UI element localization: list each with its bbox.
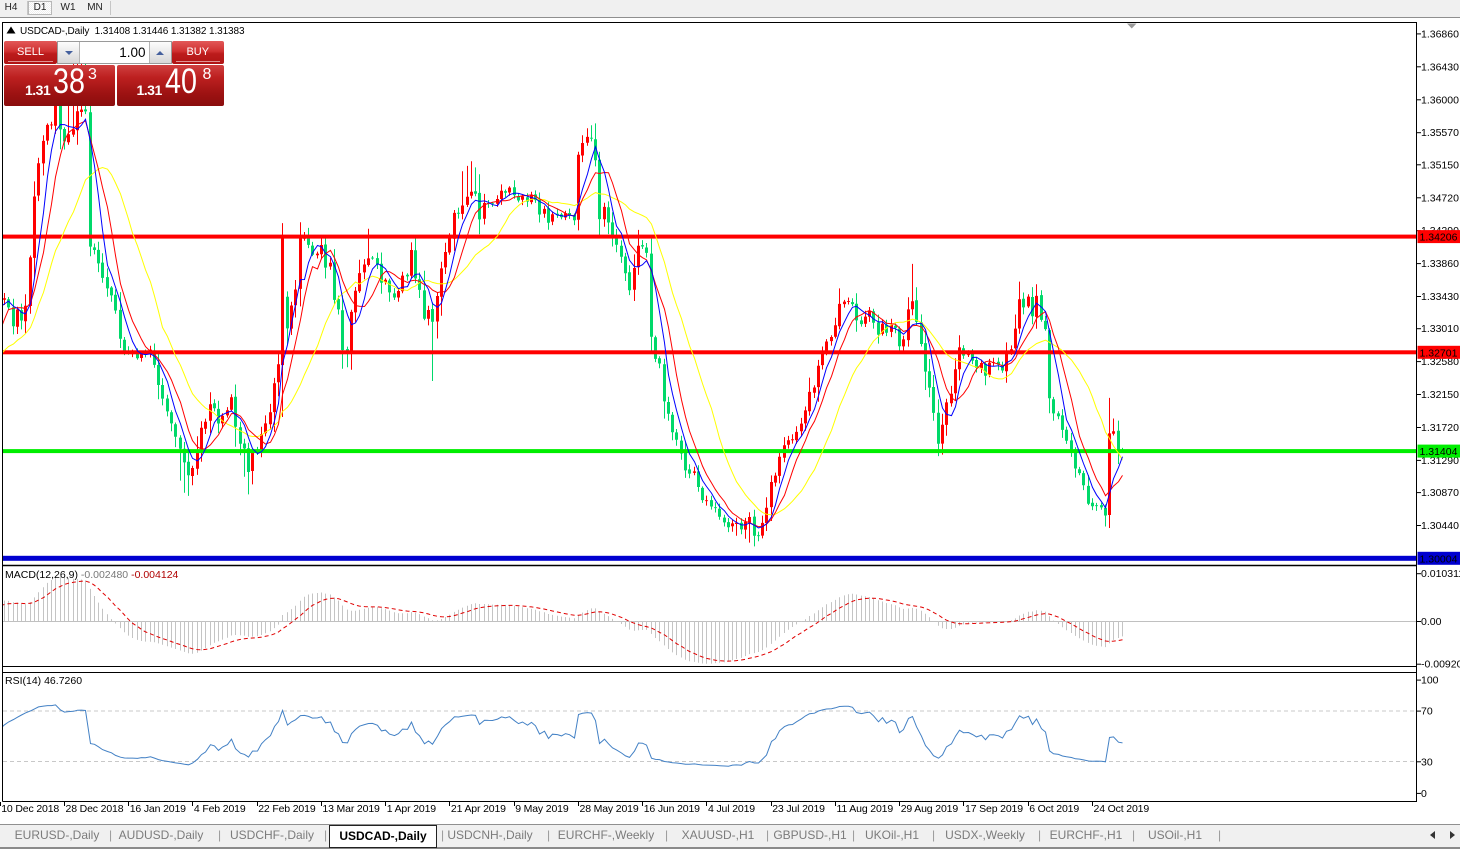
svg-text:1.31290: 1.31290 (1421, 455, 1459, 467)
svg-text:1.30870: 1.30870 (1421, 487, 1459, 499)
svg-text:1.32150: 1.32150 (1421, 389, 1459, 401)
svg-text:6 Oct 2019: 6 Oct 2019 (1029, 803, 1079, 815)
svg-text:30: 30 (1421, 756, 1433, 768)
svg-text:1.33430: 1.33430 (1421, 291, 1459, 303)
svg-text:1.31404: 1.31404 (1420, 446, 1458, 458)
svg-text:1.31720: 1.31720 (1421, 422, 1459, 434)
svg-text:16 Jan 2019: 16 Jan 2019 (130, 803, 186, 815)
svg-text:1.36000: 1.36000 (1421, 94, 1459, 106)
svg-text:1.35570: 1.35570 (1421, 127, 1459, 139)
svg-text:28 May 2019: 28 May 2019 (580, 803, 639, 815)
svg-text:USDCAD-,Daily 1.31408 1.31446: USDCAD-,Daily 1.31408 1.31446 1.31382 1.… (20, 26, 245, 37)
svg-text:1.34206: 1.34206 (1420, 232, 1458, 244)
svg-text:1.30440: 1.30440 (1421, 520, 1459, 532)
svg-text:1.33860: 1.33860 (1421, 258, 1459, 270)
svg-text:28 Dec 2018: 28 Dec 2018 (66, 803, 124, 815)
svg-text:0.010311: 0.010311 (1421, 568, 1460, 580)
svg-text:100: 100 (1421, 675, 1439, 687)
svg-text:1.32580: 1.32580 (1421, 356, 1459, 368)
svg-text:29 Aug 2019: 29 Aug 2019 (901, 803, 959, 815)
svg-text:9 May 2019: 9 May 2019 (515, 803, 569, 815)
svg-text:RSI(14) 46.7260: RSI(14) 46.7260 (5, 675, 82, 687)
svg-text:24 Oct 2019: 24 Oct 2019 (1094, 803, 1150, 815)
svg-text:MACD(12,26,9) -0.002480 -0.004: MACD(12,26,9) -0.002480 -0.004124 (5, 569, 179, 581)
svg-text:1 Apr 2019: 1 Apr 2019 (387, 803, 437, 815)
svg-text:1.33010: 1.33010 (1421, 323, 1459, 335)
svg-text:1.36860: 1.36860 (1421, 28, 1459, 40)
svg-text:23 Jul 2019: 23 Jul 2019 (772, 803, 825, 815)
svg-text:22 Feb 2019: 22 Feb 2019 (258, 803, 316, 815)
svg-text:70: 70 (1421, 706, 1433, 718)
svg-text:0.00: 0.00 (1421, 616, 1442, 628)
svg-text:16 Jun 2019: 16 Jun 2019 (644, 803, 700, 815)
svg-text:17 Sep 2019: 17 Sep 2019 (965, 803, 1023, 815)
svg-text:1.30004: 1.30004 (1420, 553, 1458, 565)
svg-text:1.32701: 1.32701 (1420, 347, 1458, 359)
svg-text:0: 0 (1421, 788, 1427, 800)
svg-text:4 Feb 2019: 4 Feb 2019 (194, 803, 246, 815)
svg-text:1.34720: 1.34720 (1421, 192, 1459, 204)
svg-text:1.35150: 1.35150 (1421, 159, 1459, 171)
svg-text:21 Apr 2019: 21 Apr 2019 (451, 803, 506, 815)
svg-text:4 Jul 2019: 4 Jul 2019 (708, 803, 755, 815)
svg-text:-0.009203: -0.009203 (1421, 659, 1460, 671)
svg-text:13 Mar 2019: 13 Mar 2019 (322, 803, 380, 815)
svg-text:1.36430: 1.36430 (1421, 61, 1459, 73)
svg-text:10 Dec 2018: 10 Dec 2018 (1, 803, 59, 815)
svg-text:11 Aug 2019: 11 Aug 2019 (837, 803, 894, 815)
